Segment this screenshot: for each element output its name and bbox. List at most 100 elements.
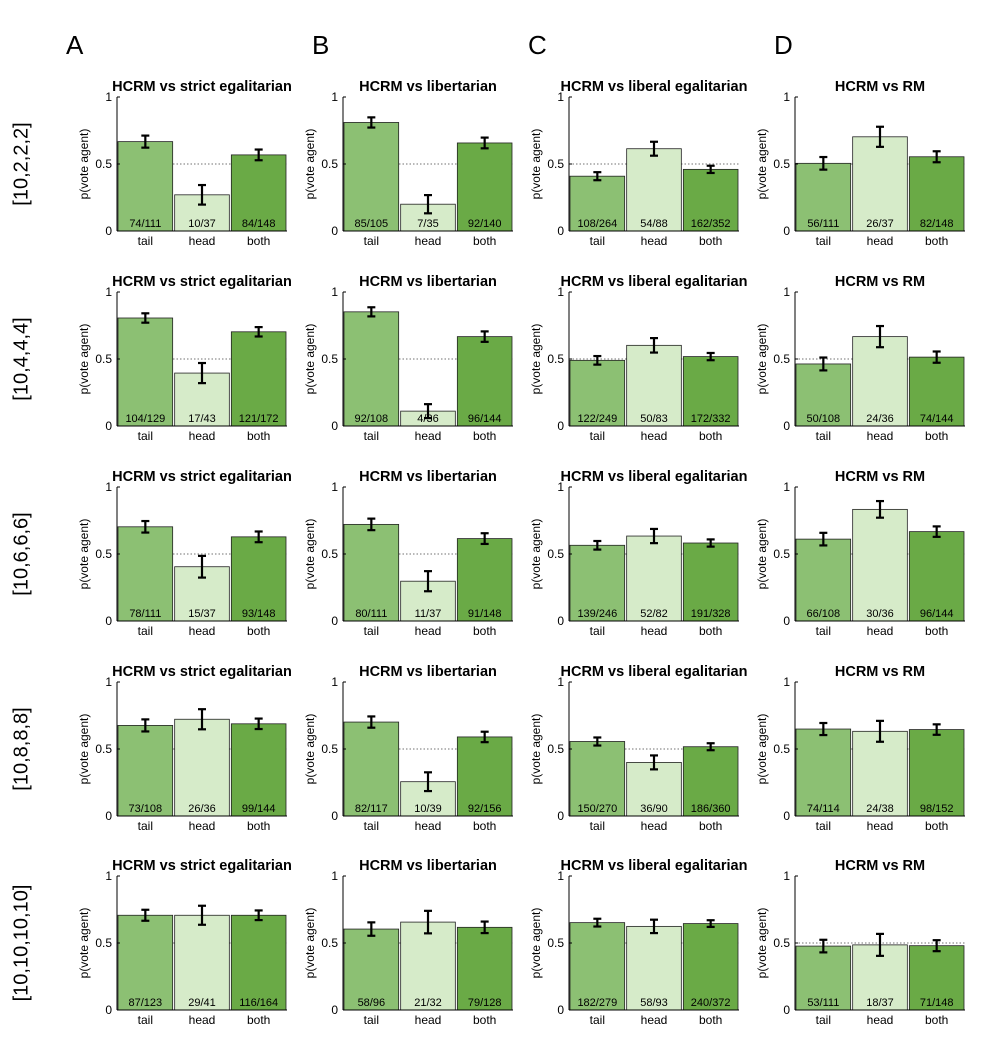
panel-2-1-xtick-both: both — [247, 429, 270, 443]
panel-5-1-count-both: 116/164 — [239, 997, 278, 1009]
panel-4-1-bar-head — [174, 718, 230, 817]
panel-2-1-ytick-label-0: 0 — [105, 419, 112, 433]
panel-1-3-ytick-label-2: 1 — [557, 90, 564, 104]
panel-2-2-count-tail: 92/108 — [355, 413, 389, 425]
panel-1-2-ytick-label-2: 1 — [331, 90, 338, 104]
panel-4-3-xtick-tail: tail — [590, 819, 605, 833]
panel-2-2-xtick-head: head — [415, 429, 442, 443]
panel-1-2-bar-both — [456, 142, 513, 232]
panel-5-4-count-tail: 53/111 — [807, 997, 839, 1009]
panel-5-4-xtick-both: both — [925, 1013, 948, 1027]
panel-3-2-ytick-label-0: 0 — [331, 614, 338, 628]
panel-4-4-xtick-head: head — [867, 819, 894, 833]
column-label-a: A — [66, 30, 84, 60]
panel-1-4-xtick-head: head — [867, 234, 894, 248]
panel-5-2-bar-both — [456, 926, 513, 1011]
panel-1-4-ylabel: p(vote agent) — [755, 129, 769, 200]
panel-1-2-count-both: 92/140 — [468, 218, 502, 230]
panel-5-3-title: HCRM vs liberal egalitarian — [561, 858, 748, 874]
panel-1-1-xtick-tail: tail — [138, 234, 153, 248]
panel-1-1-count-both: 84/148 — [242, 218, 276, 230]
panel-1-3-count-tail: 108/264 — [577, 218, 617, 230]
panel-1-3-bar-tail — [569, 175, 626, 232]
column-label-c: C — [528, 30, 547, 60]
panel-4-1-bar-both — [230, 723, 287, 817]
panel-4-3-xtick-both: both — [699, 819, 722, 833]
panel-1-4-ytick-label-1: 0.5 — [773, 157, 790, 171]
panel-5-3-ytick-label-2: 1 — [557, 869, 564, 883]
panel-3-3-count-both: 191/328 — [691, 608, 731, 620]
panel-5-1-ytick-label-0: 0 — [105, 1003, 112, 1017]
panel-3-1-bar-tail — [117, 526, 174, 622]
panel-2-4-ytick-label-0: 0 — [783, 419, 790, 433]
panel-4-4-bar-head — [852, 730, 908, 817]
panel-3-3-ylabel: p(vote agent) — [529, 519, 543, 590]
panel-4-4-count-both: 98/152 — [920, 803, 954, 815]
panel-2-3-xtick-head: head — [641, 429, 668, 443]
panel-2-3-count-both: 172/332 — [691, 413, 731, 425]
panel-5-1-xtick-head: head — [189, 1013, 216, 1027]
panel-5-3-count-both: 240/372 — [691, 997, 731, 1009]
panel-4-4-count-head: 24/38 — [866, 803, 894, 815]
panel-4-4-count-tail: 74/114 — [807, 803, 840, 815]
panel-5-4-ylabel: p(vote agent) — [755, 908, 769, 979]
panel-3-2-count-head: 11/37 — [415, 608, 442, 620]
panel-1-3-count-head: 54/88 — [640, 218, 668, 230]
panel-2-3-title: HCRM vs liberal egalitarian — [561, 274, 748, 290]
panel-2-2-ytick-label-2: 1 — [331, 285, 338, 299]
panel-1-1-ylabel: p(vote agent) — [77, 129, 91, 200]
panel-3-2-ytick-label-1: 0.5 — [321, 547, 338, 561]
panel-2-3-ytick-label-2: 1 — [557, 285, 564, 299]
panel-3-4-xtick-head: head — [867, 624, 894, 638]
panel-1-3-ytick-label-0: 0 — [557, 224, 564, 238]
panel-4-2-ytick-label-2: 1 — [331, 675, 338, 689]
panel-5-2-bar-head — [400, 921, 456, 1011]
panel-5-2-count-both: 79/128 — [468, 997, 502, 1009]
panel-3-4-bar-head — [852, 508, 908, 622]
panel-1-4-ytick-label-2: 1 — [783, 90, 790, 104]
panel-3-2-xtick-both: both — [473, 624, 496, 638]
panel-5-2-title: HCRM vs libertarian — [359, 858, 497, 874]
panel-4-2-title: HCRM vs libertarian — [359, 664, 497, 680]
panel-4-2-count-tail: 82/117 — [355, 803, 388, 815]
panel-5-1-bar-both — [230, 914, 287, 1011]
panel-1-4-bar-both — [908, 156, 965, 232]
panel-3-3-count-tail: 139/246 — [577, 608, 617, 620]
panel-1-3-xtick-tail: tail — [590, 234, 605, 248]
panel-2-4-bar-head — [852, 336, 908, 427]
panel-3-2-count-both: 91/148 — [468, 608, 502, 620]
panel-4-4-bar-both — [908, 729, 965, 817]
panel-5-2-count-tail: 58/96 — [358, 997, 386, 1009]
panel-2-3-count-head: 50/83 — [640, 413, 668, 425]
panel-5-3-count-tail: 182/279 — [577, 997, 617, 1009]
panel-3-1-xtick-both: both — [247, 624, 270, 638]
panel-3-4-bar-tail — [795, 538, 852, 622]
panel-5-1-xtick-tail: tail — [138, 1013, 153, 1027]
panel-4-4-ytick-label-1: 0.5 — [773, 742, 790, 756]
panel-2-3-ytick-label-1: 0.5 — [547, 352, 564, 366]
panel-2-2-xtick-both: both — [473, 429, 496, 443]
panel-3-3-count-head: 52/82 — [640, 608, 668, 620]
panel-3-2-xtick-head: head — [415, 624, 442, 638]
panel-3-1-ytick-label-2: 1 — [105, 480, 112, 494]
panel-2-2-count-both: 96/144 — [468, 413, 502, 425]
panel-4-1-count-both: 99/144 — [242, 803, 276, 815]
panel-4-1-count-tail: 73/108 — [129, 803, 163, 815]
panel-3-3-ytick-label-0: 0 — [557, 614, 564, 628]
panel-4-1-ytick-label-1: 0.5 — [95, 742, 112, 756]
panel-4-2-bar-tail — [343, 721, 400, 817]
panel-2-4-xtick-both: both — [925, 429, 948, 443]
panel-4-3-title: HCRM vs liberal egalitarian — [561, 664, 748, 680]
panel-1-4-count-head: 26/37 — [866, 218, 894, 230]
panel-2-1-count-both: 121/172 — [239, 413, 279, 425]
panel-5-4-title: HCRM vs RM — [835, 858, 925, 874]
panel-1-1-ytick-label-2: 1 — [105, 90, 112, 104]
panel-5-2-xtick-head: head — [415, 1013, 442, 1027]
panel-4-3-count-head: 36/90 — [640, 803, 668, 815]
panel-4-1-title: HCRM vs strict egalitarian — [112, 664, 292, 680]
panel-2-4-ylabel: p(vote agent) — [755, 324, 769, 395]
panel-1-4-ytick-label-0: 0 — [783, 224, 790, 238]
panel-1-1-xtick-head: head — [189, 234, 216, 248]
panel-5-1-count-head: 29/41 — [188, 997, 216, 1009]
